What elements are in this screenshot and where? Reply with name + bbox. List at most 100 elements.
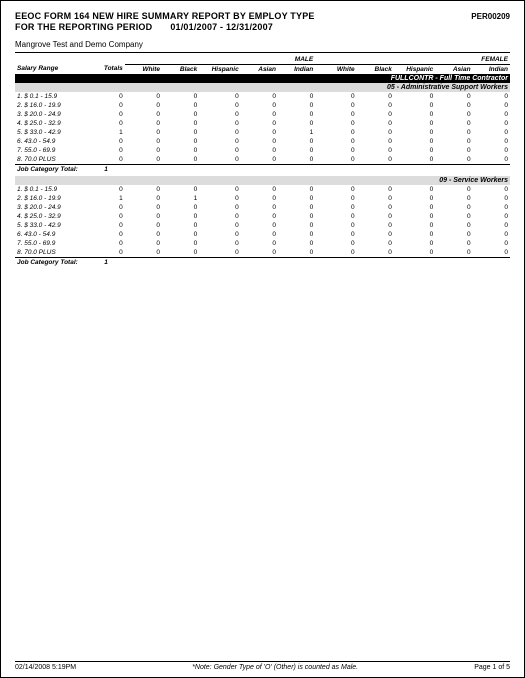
value-cell: 0 (125, 137, 162, 146)
value-cell: 0 (125, 101, 162, 110)
value-cell: 0 (162, 212, 199, 221)
value-cell: 0 (357, 248, 394, 258)
salary-range-label: 7. 55.0 - 69.9 (15, 146, 87, 155)
value-cell: 0 (435, 248, 472, 258)
value-cell: 0 (394, 239, 435, 248)
value-cell: 0 (199, 239, 240, 248)
value-cell: 0 (394, 146, 435, 155)
value-cell: 0 (435, 212, 472, 221)
value-cell: 0 (241, 146, 278, 155)
totals-cell: 0 (87, 248, 124, 258)
value-cell: 0 (315, 230, 356, 239)
value-cell: 0 (162, 137, 199, 146)
salary-range-label: 3. $ 20.0 - 24.9 (15, 110, 87, 119)
value-cell: 0 (199, 212, 240, 221)
value-cell: 0 (435, 101, 472, 110)
value-cell: 0 (162, 239, 199, 248)
job-category-total-label: Job Category Total: (15, 164, 87, 174)
value-cell: 0 (125, 212, 162, 221)
col-m-white: White (125, 64, 162, 74)
value-cell: 0 (278, 185, 315, 194)
value-cell: 0 (162, 221, 199, 230)
col-m-black: Black (162, 64, 199, 74)
value-cell: 0 (357, 239, 394, 248)
value-cell: 0 (357, 101, 394, 110)
table-row: 3. $ 20.0 - 24.900000000000 (15, 110, 510, 119)
value-cell: 0 (357, 110, 394, 119)
salary-range-label: 3. $ 20.0 - 24.9 (15, 203, 87, 212)
report-header: EEOC FORM 164 NEW HIRE SUMMARY REPORT BY… (15, 11, 510, 34)
job-category-total-value: 1 (87, 164, 124, 174)
value-cell: 0 (241, 119, 278, 128)
col-f-asian: Asian (435, 64, 472, 74)
value-cell: 0 (162, 146, 199, 155)
salary-range-label: 8. 70.0 PLUS (15, 155, 87, 165)
value-cell: 0 (315, 110, 356, 119)
value-cell: 0 (394, 212, 435, 221)
value-cell: 0 (125, 128, 162, 137)
value-cell: 1 (162, 194, 199, 203)
col-f-indian: Indian (473, 64, 510, 74)
value-cell: 0 (241, 185, 278, 194)
value-cell: 0 (199, 128, 240, 137)
category-title: 09 - Service Workers (15, 176, 510, 185)
value-cell: 0 (473, 248, 510, 258)
value-cell: 0 (357, 221, 394, 230)
value-cell: 0 (394, 137, 435, 146)
col-m-indian: Indian (278, 64, 315, 74)
col-m-hispanic: Hispanic (199, 64, 240, 74)
totals-cell: 0 (87, 221, 124, 230)
value-cell: 0 (315, 155, 356, 165)
salary-range-label: 7. 55.0 - 69.9 (15, 239, 87, 248)
value-cell: 0 (125, 119, 162, 128)
divider-top (15, 52, 510, 53)
value-cell: 0 (199, 248, 240, 258)
table-row: 3. $ 20.0 - 24.900000000000 (15, 203, 510, 212)
totals-cell: 0 (87, 146, 124, 155)
spacer-row (15, 267, 510, 269)
title-block: EEOC FORM 164 NEW HIRE SUMMARY REPORT BY… (15, 11, 315, 34)
value-cell: 0 (241, 92, 278, 101)
value-cell: 0 (357, 92, 394, 101)
job-category-total-row: Job Category Total:1 (15, 257, 510, 267)
value-cell: 0 (394, 92, 435, 101)
value-cell: 0 (199, 119, 240, 128)
value-cell: 0 (278, 146, 315, 155)
value-cell: 0 (394, 203, 435, 212)
value-cell: 0 (394, 128, 435, 137)
title-line1: EEOC FORM 164 NEW HIRE SUMMARY REPORT BY… (15, 11, 315, 22)
job-category-total-value: 1 (87, 257, 124, 267)
company-name: Mangrove Test and Demo Company (15, 40, 510, 49)
value-cell: 0 (315, 185, 356, 194)
value-cell: 0 (125, 185, 162, 194)
table-row: 8. 70.0 PLUS00000000000 (15, 155, 510, 165)
job-category-total-row: Job Category Total:1 (15, 164, 510, 174)
value-cell: 0 (394, 194, 435, 203)
value-cell: 0 (278, 230, 315, 239)
title-line2: FOR THE REPORTING PERIOD 01/01/2007 - 12… (15, 22, 315, 33)
table-row: 1. $ 0.1 - 15.900000000000 (15, 92, 510, 101)
value-cell: 0 (394, 101, 435, 110)
value-cell: 0 (315, 101, 356, 110)
value-cell: 0 (357, 119, 394, 128)
value-cell: 0 (357, 155, 394, 165)
table-row: 7. 55.0 - 69.900000000000 (15, 239, 510, 248)
value-cell: 0 (162, 203, 199, 212)
value-cell: 0 (473, 194, 510, 203)
value-cell: 0 (473, 128, 510, 137)
value-cell: 0 (315, 203, 356, 212)
value-cell: 0 (125, 194, 162, 203)
value-cell: 0 (162, 119, 199, 128)
gender-header-row: MALE FEMALE (15, 55, 510, 65)
value-cell: 0 (162, 128, 199, 137)
value-cell: 0 (473, 185, 510, 194)
value-cell: 0 (473, 230, 510, 239)
footer-timestamp: 02/14/2008 5:19PM (15, 664, 76, 671)
male-group-header: MALE (125, 55, 315, 65)
value-cell: 0 (435, 221, 472, 230)
col-m-asian: Asian (241, 64, 278, 74)
value-cell: 0 (241, 230, 278, 239)
value-cell: 0 (241, 203, 278, 212)
value-cell: 0 (394, 119, 435, 128)
col-f-hispanic: Hispanic (394, 64, 435, 74)
